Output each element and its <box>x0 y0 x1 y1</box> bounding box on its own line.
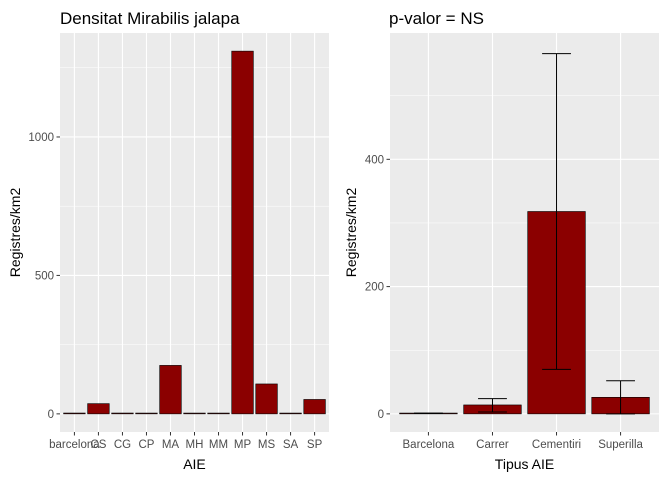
bar-cs <box>87 403 110 415</box>
bar-ma <box>159 365 182 415</box>
bar-sa <box>279 412 302 415</box>
y-tick-label: 0 <box>378 409 384 421</box>
y-tick-label: 200 <box>365 282 384 294</box>
x-tick-label: Superilla <box>598 439 643 451</box>
bar-cp <box>135 412 158 415</box>
x-tick-label: MP <box>234 439 252 451</box>
chart-left: Densitat Mirabilis jalapa 0 500 1000 barce… <box>7 9 329 472</box>
y-tick-label: 400 <box>365 154 384 166</box>
chart-right-title: p-valor = NS <box>389 9 484 28</box>
bar-cg <box>111 412 134 415</box>
y-tick-label: 500 <box>35 270 54 282</box>
chart-right-x-axis: Barcelona Carrer Cementiri Superilla <box>403 432 644 451</box>
x-tick-label: CS <box>90 439 106 451</box>
bar-ms <box>255 383 278 415</box>
x-tick-label: Carrer <box>476 439 509 451</box>
x-tick-label: MH <box>186 439 204 451</box>
x-tick-label: MS <box>258 439 276 451</box>
chart-right: p-valor = NS 0 200 400 Barcelona Carrer Ceme… <box>343 9 659 472</box>
chart-left-bars <box>63 50 326 415</box>
bar-mm <box>207 412 230 415</box>
x-tick-label: CG <box>114 439 131 451</box>
chart-right-panel <box>390 33 659 432</box>
chart-left-title: Densitat Mirabilis jalapa <box>60 9 240 28</box>
chart-left-x-title: AIE <box>183 456 206 472</box>
chart-right-y-title: Registres/km2 <box>343 188 359 278</box>
chart-right-error-bars <box>414 53 635 415</box>
chart-right-y-axis: 0 200 400 <box>365 154 390 421</box>
x-tick-label: barcelona <box>49 439 100 451</box>
x-tick-label: SP <box>307 439 323 451</box>
x-tick-label: Barcelona <box>403 439 455 451</box>
y-tick-label: 1000 <box>28 132 54 144</box>
x-tick-label: SA <box>283 439 299 451</box>
bar-mh <box>183 412 206 415</box>
chart-left-y-title: Registres/km2 <box>7 188 23 278</box>
chart-right-x-title: Tipus AIE <box>495 456 554 472</box>
bar-barcelona <box>63 412 86 415</box>
y-tick-label: 0 <box>48 409 54 421</box>
bar-mp <box>231 50 254 415</box>
x-tick-label: MA <box>162 439 180 451</box>
bar-sp <box>303 399 326 415</box>
x-tick-label: MM <box>209 439 228 451</box>
chart-left-y-axis: 0 500 1000 <box>28 132 60 421</box>
x-tick-label: CP <box>138 439 154 451</box>
x-tick-label: Cementiri <box>532 439 581 451</box>
